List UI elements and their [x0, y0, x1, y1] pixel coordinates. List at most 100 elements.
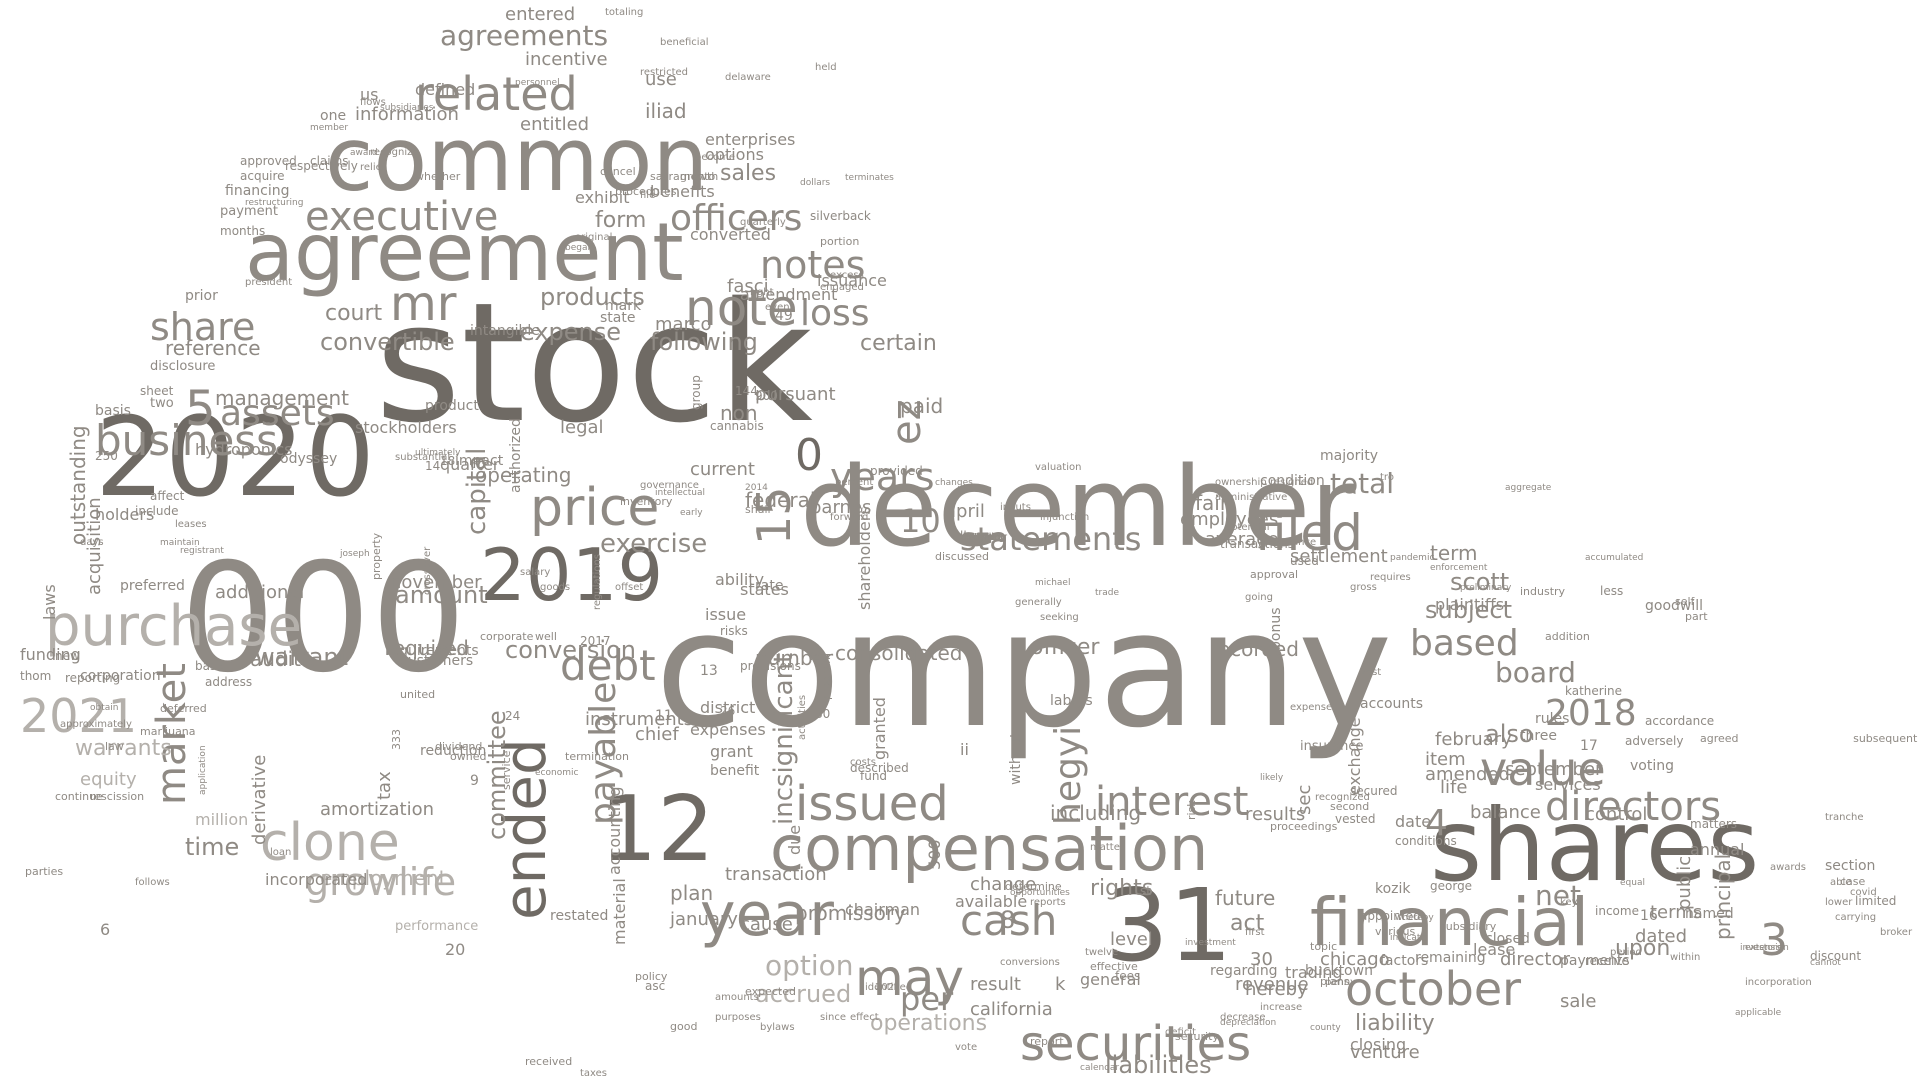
word: group	[689, 375, 703, 410]
word: file	[640, 190, 655, 201]
word: assurance	[1265, 537, 1316, 548]
word: exchange	[1345, 717, 1364, 795]
word: common	[325, 108, 708, 211]
word: impact	[455, 453, 504, 469]
word: rights	[1090, 876, 1153, 901]
word: performance	[395, 919, 478, 934]
word: notes	[760, 243, 865, 287]
word: matter	[1090, 842, 1125, 853]
word: whether	[415, 170, 461, 183]
word: bucktown	[1305, 963, 1373, 979]
word: payable	[583, 682, 624, 825]
word: entitled	[520, 114, 589, 135]
word: lower	[1825, 897, 1853, 908]
word: trading	[1285, 963, 1343, 982]
word: received	[525, 1055, 572, 1068]
word: tax	[374, 771, 395, 800]
word: deficit	[1165, 1027, 1196, 1038]
word: september	[1505, 759, 1603, 780]
word: 13	[700, 663, 718, 679]
word: vest	[1360, 667, 1381, 678]
word: based	[1410, 623, 1519, 664]
word: outstanding	[66, 425, 90, 545]
word: preferred	[120, 578, 185, 594]
word: section	[1825, 858, 1875, 874]
word: holders	[95, 505, 154, 524]
word: maintain	[160, 538, 200, 548]
word: policies	[960, 533, 994, 543]
word: preliminary	[1460, 583, 1512, 593]
word: conversions	[1000, 957, 1060, 968]
word: concern	[960, 533, 996, 543]
word: amended	[1425, 764, 1510, 785]
word: pursuant	[755, 384, 836, 405]
word: laws	[40, 584, 59, 620]
word: intangible	[470, 323, 540, 339]
word: 12	[600, 777, 715, 882]
word: beneficial	[660, 37, 708, 48]
word: broker	[1880, 927, 1913, 938]
word: agreed	[1700, 732, 1739, 745]
word: rate	[755, 578, 783, 594]
word: report	[1030, 1035, 1064, 1048]
word: case	[1840, 875, 1866, 888]
word: annual	[1690, 840, 1744, 859]
word: result	[970, 974, 1021, 995]
word: fair	[1195, 491, 1229, 515]
word: february	[1435, 729, 1512, 750]
word: regulations	[592, 554, 603, 610]
word: filed	[1255, 504, 1363, 562]
word: expense	[1290, 702, 1332, 713]
word: 31	[1105, 867, 1232, 984]
word: application	[198, 745, 208, 795]
word: ez	[884, 399, 930, 445]
word: 3	[1760, 915, 1788, 966]
word: ownership	[1215, 477, 1267, 488]
word: asc	[645, 979, 665, 993]
word: 2017	[580, 634, 611, 648]
word: providing	[960, 532, 1007, 543]
word: recorded	[1210, 637, 1299, 661]
word: injunction	[1040, 512, 1089, 523]
word: policy	[635, 970, 668, 983]
word: plaintiffs	[1435, 595, 1504, 614]
word: granted	[870, 697, 889, 760]
word: used	[1290, 554, 1319, 568]
word: 24	[505, 709, 520, 723]
word: amount	[395, 581, 488, 609]
word: results	[1245, 804, 1305, 825]
word: proceedings	[1270, 820, 1338, 833]
word: llc	[960, 529, 973, 543]
word: market	[149, 663, 195, 805]
word: 2014	[745, 483, 768, 493]
word: continue	[55, 790, 103, 803]
word: iliad	[645, 99, 687, 123]
word: corporation	[80, 668, 161, 684]
word: subsidiaries	[380, 103, 434, 113]
word: requirements	[385, 643, 479, 659]
word: provisions	[740, 659, 801, 673]
word: united	[400, 688, 435, 701]
word: executive	[305, 194, 498, 240]
word: may	[855, 949, 964, 1007]
word: convertible	[320, 328, 455, 356]
word: 30	[1250, 949, 1273, 970]
word: incorporated	[265, 870, 367, 889]
word: new	[55, 649, 80, 663]
word: materially	[960, 533, 1006, 543]
word: respectively	[285, 159, 358, 173]
word: life	[1440, 777, 1467, 798]
word: hydroponics	[195, 440, 292, 459]
word: served	[960, 532, 994, 543]
word: fees	[1115, 969, 1140, 983]
word: corporate	[480, 630, 534, 643]
word: level	[1110, 929, 1153, 950]
word: seeking	[1040, 612, 1079, 623]
word: generally	[1015, 597, 1062, 608]
word: 14	[425, 459, 440, 473]
word: aggregate	[1505, 483, 1552, 493]
word: approximately	[60, 719, 132, 730]
word: ii	[960, 740, 969, 759]
word: subsequent	[1853, 732, 1918, 745]
word: good	[670, 1020, 697, 1033]
